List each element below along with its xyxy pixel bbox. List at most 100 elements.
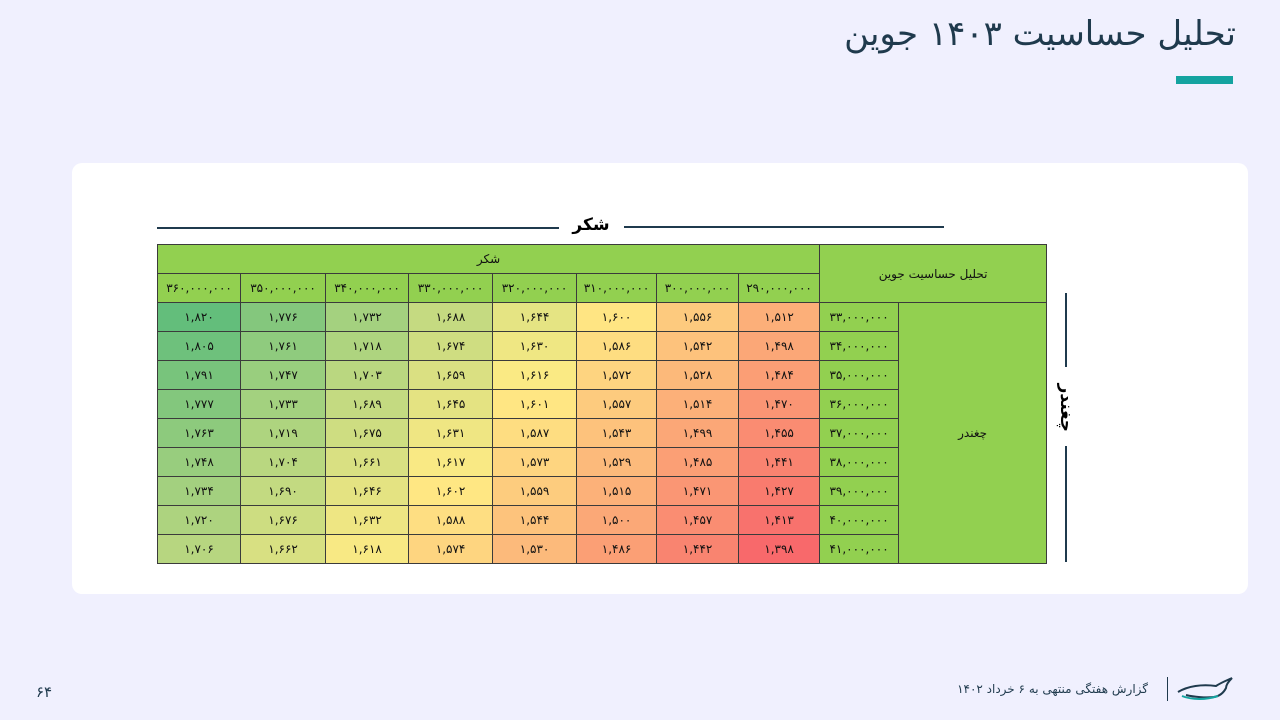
value-cell: ۱,۷۴۸	[156, 447, 242, 477]
value-cell: ۱,۶۸۸	[408, 302, 494, 332]
value-cell: ۱,۶۳۲	[325, 505, 410, 535]
footer-divider	[1167, 677, 1168, 701]
value-cell: ۱,۴۲۷	[738, 476, 821, 506]
value-cell: ۱,۴۷۱	[656, 476, 740, 506]
value-cell: ۱,۶۶۱	[325, 447, 410, 477]
value-cell: ۱,۵۸۶	[576, 331, 658, 361]
axis-side-line-top	[1065, 293, 1067, 367]
column-header: ۳۴۰,۰۰۰,۰۰۰	[325, 273, 410, 303]
value-cell: ۱,۷۳۳	[240, 389, 327, 419]
value-cell: ۱,۶۱۸	[325, 534, 410, 564]
value-cell: ۱,۶۰۱	[492, 389, 578, 419]
row-header: ۳۳,۰۰۰,۰۰۰	[819, 302, 900, 332]
column-header: ۳۱۰,۰۰۰,۰۰۰	[576, 273, 658, 303]
value-cell: ۱,۶۳۰	[492, 331, 578, 361]
table-row: ۳۸,۰۰۰,۰۰۰ ۱,۴۴۱ ۱,۴۸۵ ۱,۵۲۹ ۱,۵۷۳ ۱,۶۱۷ ۱,۶۶۱…	[156, 447, 1047, 477]
sensitivity-table: تحلیل حساسیت جوین شکر ۲۹۰,۰۰۰,۰۰۰ ۳۰۰,۰۰۰…	[156, 244, 1048, 564]
value-cell: ۱,۵۱۵	[576, 476, 658, 506]
axis-top-label: شکر	[572, 215, 610, 235]
value-cell: ۱,۵۴۲	[656, 331, 740, 361]
value-cell: ۱,۷۷۶	[240, 302, 327, 332]
value-cell: ۱,۶۴۶	[325, 476, 410, 506]
sensitivity-table-body: تحلیل حساسیت جوین شکر ۲۹۰,۰۰۰,۰۰۰ ۳۰۰,۰۰۰…	[156, 244, 1048, 564]
value-cell: ۱,۷۷۷	[156, 389, 242, 419]
value-cell: ۱,۵۴۳	[576, 418, 658, 448]
value-cell: ۱,۷۰۳	[325, 360, 410, 390]
page-title: تحلیل حساسیت ۱۴۰۳ جوین	[844, 14, 1236, 54]
value-cell: ۱,۶۴۵	[408, 389, 494, 419]
value-cell: ۱,۳۹۸	[738, 534, 821, 564]
value-cell: ۱,۶۳۱	[408, 418, 494, 448]
column-header: ۳۵۰,۰۰۰,۰۰۰	[240, 273, 327, 303]
value-cell: ۱,۶۸۹	[325, 389, 410, 419]
value-cell: ۱,۴۹۹	[656, 418, 740, 448]
value-cell: ۱,۴۵۷	[656, 505, 740, 535]
value-cell: ۱,۵۸۸	[408, 505, 494, 535]
value-cell: ۱,۶۷۴	[408, 331, 494, 361]
axis-top-line-right	[624, 226, 944, 228]
value-cell: ۱,۶۶۲	[240, 534, 327, 564]
value-cell: ۱,۶۹۰	[240, 476, 327, 506]
table-row: ۳۶,۰۰۰,۰۰۰ ۱,۴۷۰ ۱,۵۱۴ ۱,۵۵۷ ۱,۶۰۱ ۱,۶۴۵ ۱,۶۸۹…	[156, 389, 1047, 419]
value-cell: ۱,۷۳۴	[156, 476, 242, 506]
value-cell: ۱,۶۴۴	[492, 302, 578, 332]
value-cell: ۱,۷۴۷	[240, 360, 327, 390]
value-cell: ۱,۴۴۱	[738, 447, 821, 477]
row-header: ۳۴,۰۰۰,۰۰۰	[819, 331, 900, 361]
value-cell: ۱,۵۸۷	[492, 418, 578, 448]
column-header: ۳۶۰,۰۰۰,۰۰۰	[156, 273, 242, 303]
column-header: ۳۰۰,۰۰۰,۰۰۰	[656, 273, 740, 303]
row-header: ۴۱,۰۰۰,۰۰۰	[819, 534, 900, 564]
value-cell: ۱,۶۱۶	[492, 360, 578, 390]
value-cell: ۱,۵۵۶	[656, 302, 740, 332]
value-cell: ۱,۵۰۰	[576, 505, 658, 535]
value-cell: ۱,۴۱۳	[738, 505, 821, 535]
value-cell: ۱,۷۶۱	[240, 331, 327, 361]
value-cell: ۱,۶۰۰	[576, 302, 658, 332]
axis-side-line-bottom	[1065, 446, 1067, 562]
value-cell: ۱,۴۷۰	[738, 389, 821, 419]
value-cell: ۱,۷۹۱	[156, 360, 242, 390]
value-cell: ۱,۴۵۵	[738, 418, 821, 448]
value-cell: ۱,۷۲۰	[156, 505, 242, 535]
column-header: ۳۲۰,۰۰۰,۰۰۰	[492, 273, 578, 303]
value-cell: ۱,۶۵۹	[408, 360, 494, 390]
table-row: ۳۹,۰۰۰,۰۰۰ ۱,۴۲۷ ۱,۴۷۱ ۱,۵۱۵ ۱,۵۵۹ ۱,۶۰۲ ۱,۶۴۶…	[156, 476, 1047, 506]
value-cell: ۱,۵۷۴	[408, 534, 494, 564]
row-group-label: چغندر	[898, 302, 1048, 564]
value-cell: ۱,۷۰۴	[240, 447, 327, 477]
row-header: ۳۹,۰۰۰,۰۰۰	[819, 476, 900, 506]
value-cell: ۱,۴۸۵	[656, 447, 740, 477]
value-cell: ۱,۵۱۴	[656, 389, 740, 419]
page-number: ۶۴	[36, 683, 53, 701]
value-cell: ۱,۴۸۴	[738, 360, 821, 390]
value-cell: ۱,۸۲۰	[156, 302, 242, 332]
title-underline	[1176, 76, 1233, 84]
value-cell: ۱,۵۷۲	[576, 360, 658, 390]
value-cell: ۱,۶۰۲	[408, 476, 494, 506]
value-cell: ۱,۶۷۵	[325, 418, 410, 448]
header-row-group: تحلیل حساسیت جوین شکر	[156, 244, 1048, 303]
row-header: ۳۵,۰۰۰,۰۰۰	[819, 360, 900, 390]
table-corner-label: تحلیل حساسیت جوین	[819, 244, 1048, 303]
value-cell: ۱,۷۳۲	[325, 302, 410, 332]
value-cell: ۱,۵۲۹	[576, 447, 658, 477]
value-cell: ۱,۵۲۸	[656, 360, 740, 390]
row-header: ۴۰,۰۰۰,۰۰۰	[819, 505, 900, 535]
column-header: ۳۳۰,۰۰۰,۰۰۰	[408, 273, 494, 303]
value-cell: ۱,۵۷۳	[492, 447, 578, 477]
axis-side-label: چغندر	[1056, 383, 1076, 432]
value-cell: ۱,۴۸۶	[576, 534, 658, 564]
value-cell: ۱,۴۴۲	[656, 534, 740, 564]
row-header: ۳۶,۰۰۰,۰۰۰	[819, 389, 900, 419]
value-cell: ۱,۶۱۷	[408, 447, 494, 477]
table-row: چغندر ۳۳,۰۰۰,۰۰۰ ۱,۵۱۲ ۱,۵۵۶ ۱,۶۰۰ ۱,۶۴۴ ۱,۶۸۸…	[156, 302, 1048, 564]
value-cell: ۱,۵۵۹	[492, 476, 578, 506]
value-cell: ۱,۷۰۶	[156, 534, 242, 564]
table-row: ۴۱,۰۰۰,۰۰۰ ۱,۳۹۸ ۱,۴۴۲ ۱,۴۸۶ ۱,۵۳۰ ۱,۵۷۴ ۱,۶۱۸…	[156, 534, 1047, 564]
bird-logo-icon	[1177, 677, 1233, 700]
value-cell: ۱,۶۷۶	[240, 505, 327, 535]
report-footer-text: گزارش هفتگی منتهی به ۶ خرداد ۱۴۰۲	[957, 682, 1148, 696]
value-cell: ۱,۴۹۸	[738, 331, 821, 361]
row-header: ۳۷,۰۰۰,۰۰۰	[819, 418, 900, 448]
